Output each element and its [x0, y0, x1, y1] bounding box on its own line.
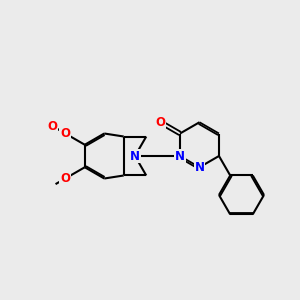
Text: O: O [47, 120, 57, 133]
Text: N: N [130, 149, 140, 163]
Text: N: N [194, 161, 205, 174]
Text: O: O [60, 172, 70, 185]
Text: O: O [60, 127, 70, 140]
Text: N: N [175, 149, 185, 163]
Text: O: O [155, 116, 166, 129]
